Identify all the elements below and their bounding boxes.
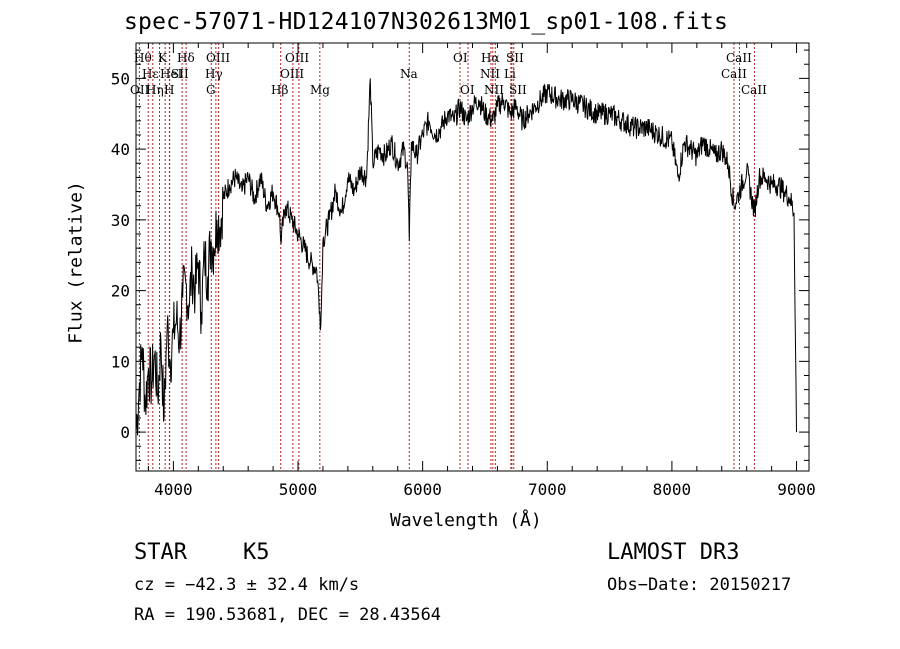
marker-label: OIII <box>285 51 309 65</box>
line-markers <box>138 43 755 471</box>
x-tick-label: 9000 <box>777 480 816 499</box>
y-tick-label: 50 <box>111 69 130 88</box>
y-tick-label: 20 <box>111 282 130 301</box>
marker-label: Mg <box>310 83 330 97</box>
marker-label: Na <box>400 67 418 81</box>
y-axis-label: Flux (relative) <box>65 181 87 344</box>
marker-label: Hη <box>146 83 164 97</box>
spectrum-line <box>135 78 797 436</box>
x-tick-label: 6000 <box>403 480 442 499</box>
marker-label: OI <box>453 51 468 65</box>
marker-label: OII <box>130 83 150 97</box>
marker-label: SII <box>509 83 527 97</box>
marker-label: CaII <box>741 83 767 97</box>
marker-label: SII <box>171 67 189 81</box>
marker-label: Hβ <box>271 83 288 97</box>
y-tick-label: 10 <box>111 352 130 371</box>
marker-label: Hγ <box>205 67 223 81</box>
subclass: K5 <box>243 540 270 565</box>
y-tick-label: 40 <box>111 140 130 159</box>
marker-label: CaII <box>721 67 747 81</box>
x-tick-label: 4000 <box>154 480 193 499</box>
redshift-label: cz = −42.3 ± 32.4 km/s <box>134 575 360 595</box>
marker-label: HeI <box>160 67 183 81</box>
marker-label: SII <box>506 51 524 65</box>
marker-label: OIII <box>280 67 304 81</box>
marker-label: NII <box>480 67 500 81</box>
marker-label: OIII <box>206 51 230 65</box>
plot-axes: 4000 5000 6000 7000 8000 9000 0 10 20 30 40 50 <box>111 42 816 499</box>
marker-label: NII <box>484 83 504 97</box>
coords-label: RA = 190.53681, DEC = 28.43564 <box>134 605 442 625</box>
marker-label: Li <box>504 67 516 81</box>
marker-label: Hα <box>481 51 500 65</box>
marker-label: Hε <box>142 67 159 81</box>
x-tick-label: 7000 <box>528 480 567 499</box>
chart-title: spec-57071-HD124107N302613M01_sp01-108.f… <box>124 9 729 35</box>
spectrum-series <box>135 78 797 436</box>
y-tick-label: 0 <box>120 423 130 442</box>
survey-label: LAMOST DR3 <box>607 540 740 565</box>
marker-label: G <box>206 83 216 97</box>
marker-label: Hθ <box>134 51 152 65</box>
y-tick-label: 30 <box>111 211 130 230</box>
marker-label: K <box>158 51 168 65</box>
marker-label: H <box>164 83 174 97</box>
x-axis-label: Wavelength (Å) <box>390 510 542 531</box>
x-tick-label: 5000 <box>279 480 318 499</box>
marker-label: OI <box>460 83 475 97</box>
object-class: STAR <box>134 540 187 565</box>
marker-label: Hδ <box>177 51 195 65</box>
marker-label: CaII <box>726 51 752 65</box>
obs-date-label: Obs−Date: 20150217 <box>607 575 792 595</box>
x-tick-label: 8000 <box>653 480 692 499</box>
